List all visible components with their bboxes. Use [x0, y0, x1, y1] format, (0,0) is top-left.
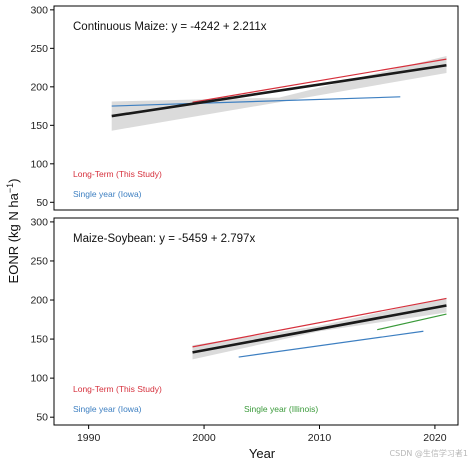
series-line-long-term	[192, 58, 447, 103]
y-tick-label: 300	[30, 216, 48, 228]
legend-entry: Long-Term (This Study)	[73, 384, 162, 394]
panel-maize-soybean: 50 100 150 200 250 300 Maize-Soybean: y = -545…	[30, 216, 459, 426]
y-axis-title-close: )	[6, 179, 21, 183]
y-tick-label: 100	[30, 373, 48, 385]
y-tick-label: 50	[36, 197, 48, 209]
confidence-band	[111, 56, 447, 131]
x-tick-label: 2000	[192, 432, 216, 444]
legend-entry: Single year (Illinois)	[244, 404, 318, 414]
y-tick-label: 100	[30, 158, 48, 170]
x-axis-title: Year	[249, 446, 276, 461]
panel-equation: Continuous Maize: y = -4242 + 2.211x	[73, 21, 267, 33]
panel-frame	[53, 5, 459, 211]
y-axis-title: EONR (kg N ha−1)	[5, 179, 21, 284]
y-tick-label: 250	[30, 255, 48, 267]
y-tick-label: 50	[36, 412, 48, 424]
series-line-single-year-iowa	[238, 330, 424, 358]
series-line-long-term	[192, 297, 447, 348]
y-tick-label: 150	[30, 120, 48, 132]
y-tick-label: 200	[30, 295, 48, 307]
legend-entry: Single year (Iowa)	[73, 189, 142, 199]
series-line-single-year-iowa	[111, 96, 401, 107]
regression-line	[111, 63, 447, 118]
regression-line	[192, 304, 447, 354]
legend-entry: Single year (Iowa)	[73, 404, 142, 414]
series-line-single-year-illinois	[377, 313, 447, 331]
watermark: CSDN @生信学习者1	[389, 449, 468, 458]
panel-equation: Maize-Soybean: y = -5459 + 2.797x	[73, 233, 255, 245]
y-tick-label: 250	[30, 43, 48, 55]
panel-continuous-maize: 50 100 150 200 250 300 Continuous Maize: y = -…	[30, 4, 459, 211]
y-axis-title-sup: −1	[5, 183, 15, 193]
y-tick-label: 200	[30, 81, 48, 93]
y-tick-label: 150	[30, 334, 48, 346]
y-tick-label: 300	[30, 4, 48, 16]
y-axis-title-main: EONR (kg N ha	[6, 192, 21, 283]
x-axis: 1990 2000 2010 2020	[77, 425, 447, 444]
panel-frame	[53, 217, 459, 426]
x-tick-label: 2020	[423, 432, 447, 444]
legend-entry: Long-Term (This Study)	[73, 169, 162, 179]
x-tick-label: 1990	[77, 432, 101, 444]
x-tick-label: 2010	[308, 432, 332, 444]
